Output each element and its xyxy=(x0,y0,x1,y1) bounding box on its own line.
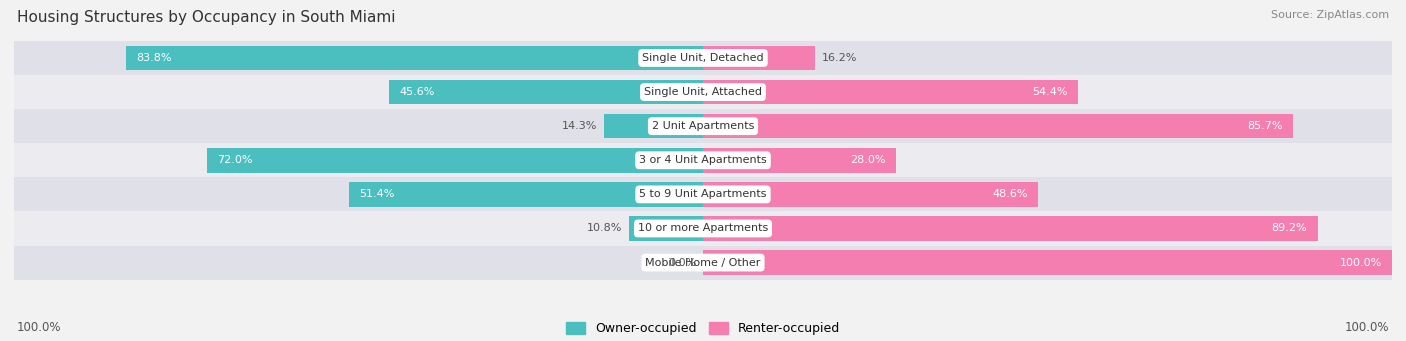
Text: 2 Unit Apartments: 2 Unit Apartments xyxy=(652,121,754,131)
Legend: Owner-occupied, Renter-occupied: Owner-occupied, Renter-occupied xyxy=(561,317,845,340)
Text: 100.0%: 100.0% xyxy=(1344,321,1389,334)
Bar xyxy=(14,41,1392,75)
Bar xyxy=(605,114,703,138)
Text: 45.6%: 45.6% xyxy=(399,87,434,97)
Bar xyxy=(207,148,703,173)
Bar xyxy=(125,46,703,70)
Text: Mobile Home / Other: Mobile Home / Other xyxy=(645,257,761,268)
Bar xyxy=(703,114,1294,138)
Bar xyxy=(14,177,1392,211)
Text: 10.8%: 10.8% xyxy=(586,223,621,234)
Text: 16.2%: 16.2% xyxy=(821,53,856,63)
Bar xyxy=(14,143,1392,177)
Text: Single Unit, Attached: Single Unit, Attached xyxy=(644,87,762,97)
Text: 3 or 4 Unit Apartments: 3 or 4 Unit Apartments xyxy=(640,155,766,165)
Bar xyxy=(628,216,703,241)
Bar xyxy=(14,75,1392,109)
Text: Housing Structures by Occupancy in South Miami: Housing Structures by Occupancy in South… xyxy=(17,10,395,25)
Text: 54.4%: 54.4% xyxy=(1032,87,1067,97)
Text: Single Unit, Detached: Single Unit, Detached xyxy=(643,53,763,63)
Text: 14.3%: 14.3% xyxy=(562,121,598,131)
Bar xyxy=(703,250,1392,275)
Text: 89.2%: 89.2% xyxy=(1271,223,1308,234)
Text: 51.4%: 51.4% xyxy=(359,189,395,199)
Bar xyxy=(703,148,896,173)
Text: 83.8%: 83.8% xyxy=(136,53,172,63)
Text: 0.0%: 0.0% xyxy=(668,257,696,268)
Bar xyxy=(703,182,1038,207)
Bar xyxy=(349,182,703,207)
Bar xyxy=(14,211,1392,246)
Bar xyxy=(703,80,1078,104)
Bar xyxy=(703,216,1317,241)
Bar xyxy=(14,246,1392,280)
Bar xyxy=(703,46,814,70)
Bar xyxy=(389,80,703,104)
Text: 48.6%: 48.6% xyxy=(993,189,1028,199)
Text: Source: ZipAtlas.com: Source: ZipAtlas.com xyxy=(1271,10,1389,20)
Text: 85.7%: 85.7% xyxy=(1247,121,1284,131)
Text: 5 to 9 Unit Apartments: 5 to 9 Unit Apartments xyxy=(640,189,766,199)
Bar xyxy=(14,109,1392,143)
Text: 100.0%: 100.0% xyxy=(1340,257,1382,268)
Text: 10 or more Apartments: 10 or more Apartments xyxy=(638,223,768,234)
Text: 100.0%: 100.0% xyxy=(17,321,62,334)
Text: 28.0%: 28.0% xyxy=(851,155,886,165)
Text: 72.0%: 72.0% xyxy=(218,155,253,165)
